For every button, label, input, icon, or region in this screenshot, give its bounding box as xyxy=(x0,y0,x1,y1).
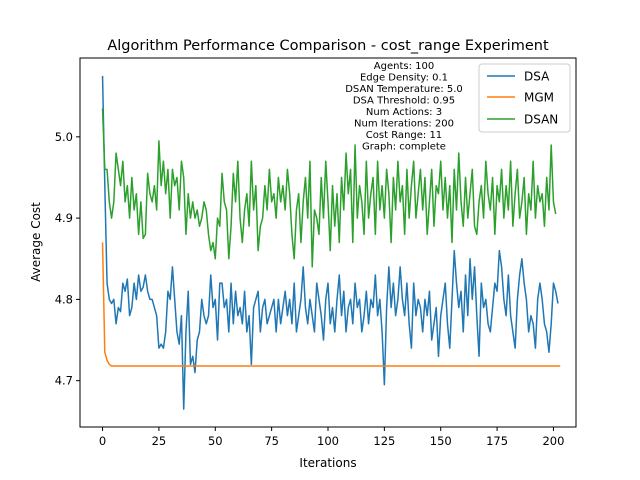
annotation-line: Num Iterations: 200 xyxy=(354,119,454,130)
annotation-line: DSA Threshold: 0.95 xyxy=(353,96,455,107)
y-axis-label: Average Cost xyxy=(29,202,43,282)
x-axis-ticks: 0 25 50 75 100 125 150 175 200 xyxy=(99,427,564,448)
x-tick-label: 175 xyxy=(486,434,508,448)
annotation-line: Cost Range: 11 xyxy=(366,130,442,141)
y-tick-label: 4.9 xyxy=(55,211,73,225)
series-line-dsa xyxy=(101,75,559,410)
series-layer xyxy=(101,75,561,410)
x-tick-label: 150 xyxy=(430,434,452,448)
annotation-line: DSAN Temperature: 5.0 xyxy=(345,84,463,95)
legend-frame xyxy=(478,63,571,133)
x-axis-label: Iterations xyxy=(299,456,356,470)
annotation-line: Graph: complete xyxy=(362,142,446,153)
x-tick-label: 200 xyxy=(542,434,564,448)
x-tick-label: 100 xyxy=(317,434,339,448)
y-tick-label: 4.7 xyxy=(55,374,73,388)
annotation-line: Agents: 100 xyxy=(374,61,434,72)
annotation-line: Num Actions: 3 xyxy=(366,107,442,118)
x-tick-label: 0 xyxy=(99,434,106,448)
annotation-line: Edge Density: 0.1 xyxy=(360,73,448,84)
legend-label-dsa: DSA xyxy=(524,70,550,84)
chart-title: Algorithm Performance Comparison - cost_… xyxy=(107,38,549,54)
x-tick-label: 75 xyxy=(264,434,279,448)
x-tick-label: 50 xyxy=(208,434,223,448)
y-tick-label: 4.8 xyxy=(55,292,73,306)
parameters-annotation: Agents: 100 Edge Density: 0.1 DSAN Tempe… xyxy=(345,61,463,153)
series-line-dsan xyxy=(101,108,557,268)
legend: DSA MGM DSAN xyxy=(478,63,571,133)
legend-label-mgm: MGM xyxy=(524,91,554,105)
x-tick-label: 25 xyxy=(152,434,167,448)
legend-label-dsan: DSAN xyxy=(524,113,558,127)
x-tick-label: 125 xyxy=(373,434,395,448)
y-axis-ticks: 4.7 4.8 4.9 5.0 xyxy=(55,130,80,388)
y-tick-label: 5.0 xyxy=(55,130,73,144)
series-line-mgm xyxy=(101,242,561,367)
